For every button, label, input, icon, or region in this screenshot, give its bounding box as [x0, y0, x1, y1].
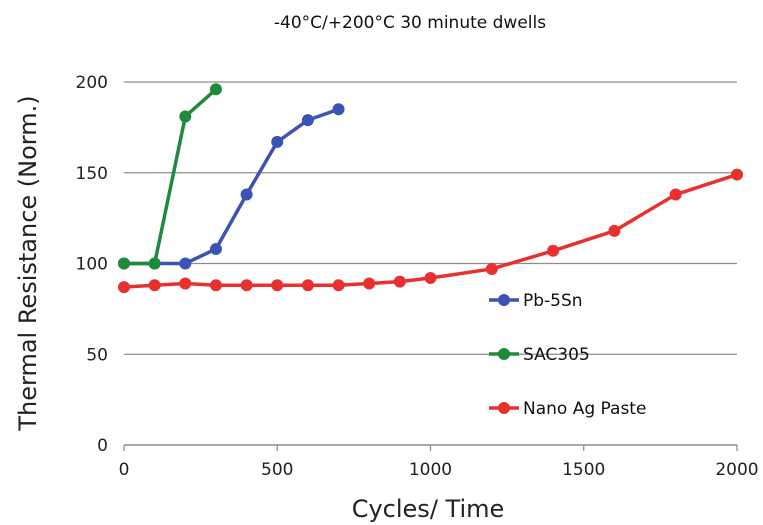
x-tick-label: 2000 [715, 460, 758, 480]
legend-swatch-marker [498, 402, 510, 414]
legend-label: Pb-5Sn [523, 291, 583, 311]
x-tick-label: 1500 [562, 460, 605, 480]
y-tick-label: 0 [97, 436, 108, 456]
data-point [332, 279, 345, 292]
data-point [148, 279, 161, 292]
data-point [179, 257, 192, 270]
data-point [240, 279, 253, 292]
data-point [179, 110, 192, 123]
data-point [209, 242, 222, 255]
data-point [669, 188, 682, 201]
data-point [301, 114, 314, 127]
series-line [124, 107, 340, 266]
data-point [271, 279, 284, 292]
data-point [179, 277, 192, 290]
legend-swatch-marker [498, 348, 510, 360]
data-point [118, 281, 130, 294]
x-tick-label: 1000 [409, 460, 452, 480]
data-point [393, 275, 406, 288]
data-point [271, 135, 284, 148]
data-point [301, 279, 314, 292]
x-tick-label: 500 [261, 460, 293, 480]
data-point [424, 272, 437, 285]
x-tick-label: 0 [119, 460, 130, 480]
y-axis-title: Thermal Resistance (Norm.) [14, 95, 42, 431]
data-point [118, 257, 130, 270]
data-point [148, 257, 161, 270]
series-line [123, 172, 738, 289]
legend-swatch-marker [498, 294, 510, 306]
y-tick-label: 100 [76, 255, 108, 275]
chart-title: -40°C/+200°C 30 minute dwells [274, 13, 546, 33]
data-point [209, 279, 222, 292]
data-point [363, 277, 376, 290]
data-point [731, 168, 743, 181]
y-tick-label: 200 [76, 73, 108, 93]
data-point [332, 103, 345, 116]
legend-label: SAC305 [523, 345, 590, 365]
legend: Pb-5Sn SAC305 Nano Ag Paste [489, 291, 646, 419]
series-line [124, 87, 218, 266]
series-layer [118, 83, 743, 294]
data-point [209, 83, 222, 96]
data-point [547, 244, 560, 257]
legend-label: Nano Ag Paste [523, 399, 646, 419]
data-point [485, 262, 498, 275]
x-axis-title: Cycles/ Time [352, 495, 505, 523]
y-tick-label: 50 [86, 345, 108, 365]
grid-lines [124, 81, 737, 355]
data-point [240, 188, 253, 201]
data-point [608, 224, 621, 237]
y-tick-label: 150 [76, 164, 108, 184]
